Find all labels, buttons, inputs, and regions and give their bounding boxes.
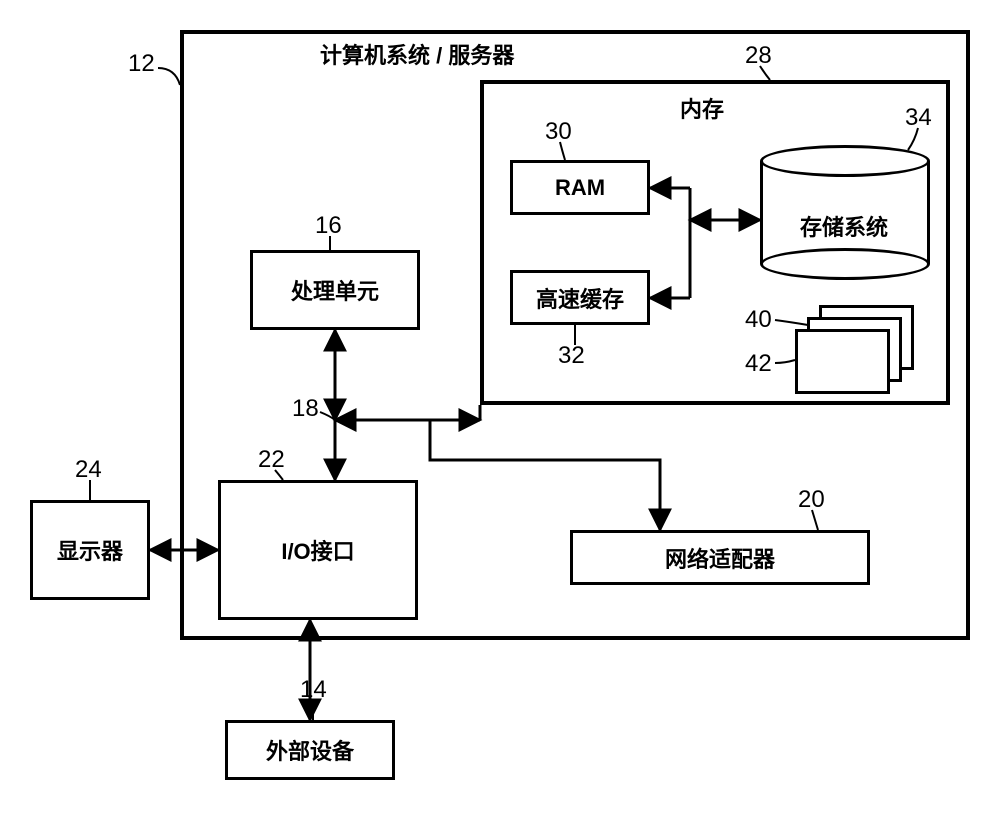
netadapter-text: 网络适配器 (665, 542, 775, 574)
ref-20: 20 (798, 486, 825, 514)
extdev-box: 外部设备 (225, 720, 395, 780)
cpu-box: 处理单元 (250, 250, 420, 330)
cache-box: 高速缓存 (510, 270, 650, 325)
ref-16: 16 (315, 212, 342, 240)
ref-30: 30 (545, 118, 572, 146)
ref-32: 32 (558, 342, 585, 370)
cache-text: 高速缓存 (536, 282, 624, 314)
ram-box: RAM (510, 160, 650, 215)
ref-28: 28 (745, 42, 772, 70)
memory-label: 内存 (680, 92, 724, 124)
cpu-text: 处理单元 (291, 274, 379, 306)
ram-text: RAM (555, 175, 605, 201)
ref-22: 22 (258, 446, 285, 474)
ref-40: 40 (745, 306, 772, 334)
ref-18: 18 (292, 395, 319, 423)
ref-42: 42 (745, 350, 772, 378)
display-text: 显示器 (57, 534, 123, 566)
netadapter-box: 网络适配器 (570, 530, 870, 585)
ref-14: 14 (300, 676, 327, 704)
ref-34: 34 (905, 104, 932, 132)
diagram-title: 计算机系统 / 服务器 (320, 38, 514, 70)
display-box: 显示器 (30, 500, 150, 600)
io-box: I/O接口 (218, 480, 418, 620)
diagram-canvas: 计算机系统 / 服务器 内存 RAM 高速缓存 处理单元 I/O接口 网络适配器… (0, 0, 1000, 833)
io-text: I/O接口 (281, 534, 354, 566)
ref-12: 12 (128, 50, 155, 78)
ref-24: 24 (75, 456, 102, 484)
storage-text: 存储系统 (800, 210, 888, 242)
extdev-text: 外部设备 (266, 734, 354, 766)
